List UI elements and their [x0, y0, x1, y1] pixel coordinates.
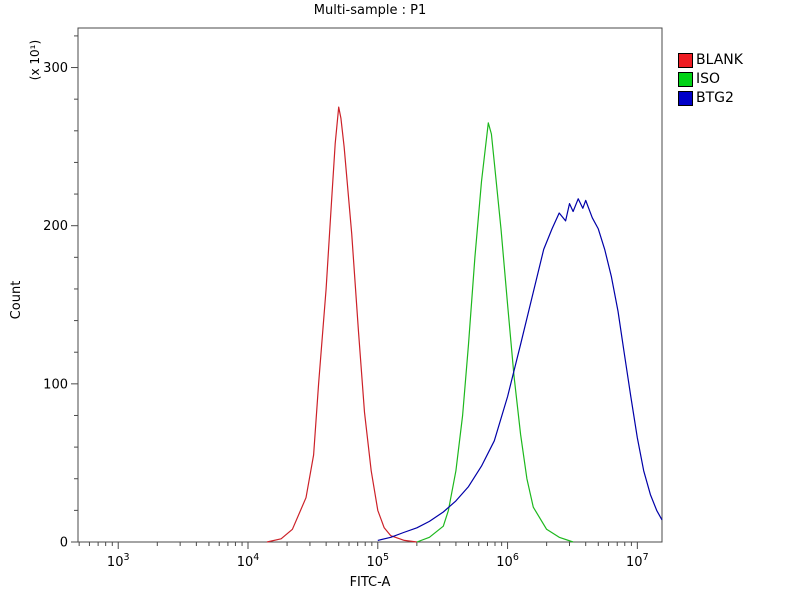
x-axis-label: FITC-A: [350, 575, 391, 590]
legend-label-blank: BLANK: [696, 52, 743, 68]
x-tick-label: 107: [626, 552, 649, 570]
series-curves: [266, 106, 663, 543]
legend-swatch-btg2: [678, 90, 693, 106]
y-axis-multiplier: (x 10¹): [28, 40, 42, 80]
x-tick-label: 103: [107, 552, 130, 570]
axes: 0 100 200 300 103 104 105 106 107: [43, 27, 663, 570]
series-curve-btg2: [377, 198, 663, 541]
y-tick-label: 200: [43, 219, 68, 234]
series-curve-blank: [266, 106, 417, 543]
legend-swatch-iso: [678, 71, 693, 87]
x-tick-label: 104: [237, 552, 260, 570]
legend-item-btg2: BTG2: [678, 90, 743, 106]
legend-item-iso: ISO: [678, 71, 743, 87]
chart-title: Multi-sample : P1: [314, 3, 427, 18]
legend-label-iso: ISO: [696, 71, 721, 87]
plot-frame: [77, 27, 663, 543]
legend-label-btg2: BTG2: [696, 90, 734, 106]
y-tick-label: 0: [60, 536, 68, 551]
y-axis-label: Count: [9, 281, 24, 320]
y-tick-label: 300: [43, 61, 68, 76]
legend-item-blank: BLANK: [678, 52, 743, 68]
series-curve-iso: [416, 122, 574, 543]
legend-swatch-blank: [678, 52, 693, 68]
x-tick-label: 105: [366, 552, 389, 570]
legend: BLANK ISO BTG2: [678, 52, 743, 109]
x-tick-label: 106: [496, 552, 519, 570]
y-tick-label: 100: [43, 377, 68, 392]
